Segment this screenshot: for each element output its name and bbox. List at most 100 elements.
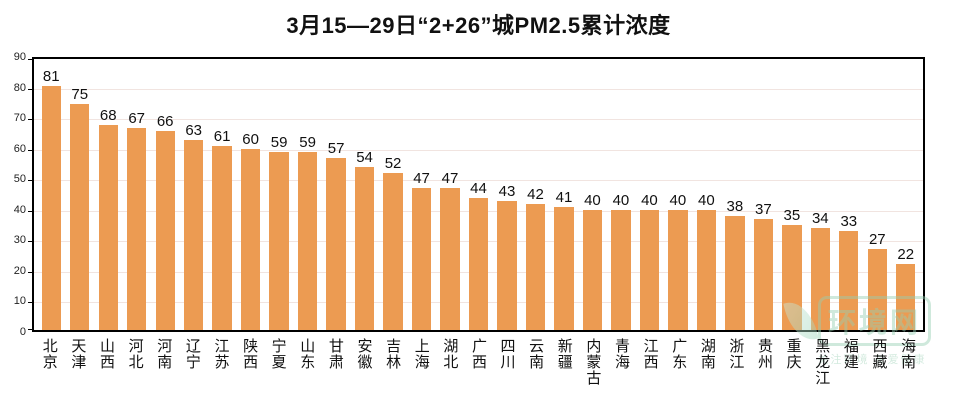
bar — [554, 206, 574, 330]
x-axis-label-text: 黑龙江 — [813, 338, 831, 386]
bar — [639, 209, 660, 330]
y-tick-mark — [28, 210, 33, 212]
bar-column: 40 — [664, 59, 692, 330]
x-axis-label: 内蒙古 — [579, 338, 608, 386]
x-axis-label-text: 北京 — [40, 338, 58, 370]
x-axis-label: 陕西 — [235, 338, 264, 386]
bars-container: 81 75 68 67 66 63 61 60 59 59 57 54 52 47 47 44 43 42 41 40… — [34, 59, 923, 330]
bar-value-label: 63 — [185, 122, 202, 140]
gridline — [34, 180, 923, 182]
y-tick-label: 60 — [13, 142, 26, 155]
bar — [611, 209, 631, 330]
bar-value-label: 67 — [128, 110, 146, 128]
bar-value-label: 22 — [897, 245, 915, 263]
y-tick-label: 80 — [13, 81, 26, 94]
bar — [497, 200, 517, 330]
bar-column: 40 — [635, 59, 663, 330]
bar — [98, 125, 118, 330]
x-axis-label-text: 内蒙古 — [584, 338, 602, 386]
bar-value-label: 40 — [612, 191, 630, 209]
x-axis-label-text: 河南 — [155, 338, 173, 370]
bar-value-label: 57 — [327, 140, 345, 158]
y-tick-mark — [28, 329, 33, 330]
x-axis-label-text: 江西 — [641, 338, 659, 370]
bar — [525, 203, 546, 330]
bar — [753, 218, 774, 330]
bar-column: 42 — [521, 59, 549, 330]
x-axis-label: 宁夏 — [264, 338, 293, 386]
bar-value-label: 59 — [270, 134, 288, 152]
bar — [582, 209, 603, 330]
x-axis-label: 安徽 — [350, 338, 379, 386]
gridline — [34, 88, 923, 90]
bar-column: 40 — [607, 59, 635, 330]
bar-column: 22 — [892, 59, 920, 330]
bar — [896, 263, 916, 330]
x-axis-label: 黑龙江 — [807, 338, 836, 386]
bar — [70, 104, 90, 330]
x-axis-label: 山西 — [92, 338, 121, 386]
bar — [383, 173, 403, 330]
y-tick-mark — [28, 149, 33, 151]
bar — [41, 86, 61, 330]
y-tick-mark — [28, 180, 33, 182]
y-tick-mark — [28, 271, 33, 273]
bar-column: 75 — [65, 59, 93, 330]
x-axis-label-text: 贵州 — [756, 338, 774, 370]
bar-column: 57 — [322, 59, 350, 330]
bar — [269, 152, 289, 330]
x-axis-label: 四川 — [493, 338, 522, 386]
x-axis-label: 广西 — [464, 338, 493, 386]
x-axis-label: 山东 — [292, 338, 321, 386]
plot-area: 81 75 68 67 66 63 61 60 59 59 57 54 52 47 47 44 43 42 41 40… — [28, 57, 925, 332]
y-tick-mark — [28, 119, 33, 121]
x-axis-label: 上海 — [407, 338, 436, 386]
bar — [839, 230, 859, 330]
bar-value-label: 35 — [783, 206, 801, 224]
x-axis-label-text: 西藏 — [870, 338, 888, 370]
bar-value-label: 61 — [213, 128, 231, 146]
x-axis-label: 天津 — [64, 338, 93, 386]
x-axis-label-text: 辽宁 — [183, 338, 201, 370]
bar — [326, 158, 346, 330]
bar-value-label: 42 — [527, 185, 544, 203]
bar-value-label: 33 — [840, 212, 858, 230]
x-axis-label: 福建 — [836, 338, 865, 386]
gridline — [34, 149, 923, 151]
x-axis-label: 河南 — [149, 338, 178, 386]
x-axis-label: 云南 — [521, 338, 550, 386]
x-axis-label-text: 上海 — [412, 338, 430, 370]
bar — [127, 128, 147, 330]
x-axis-label: 贵州 — [750, 338, 779, 386]
bar-column: 41 — [550, 59, 578, 330]
chart-title: 3月15—29日“2+26”城PM2.5累计浓度 — [286, 13, 671, 38]
bar-value-label: 68 — [99, 107, 117, 125]
x-axis-label-text: 云南 — [527, 338, 545, 370]
x-axis-label: 青海 — [607, 338, 636, 386]
x-axis-label: 江西 — [636, 338, 665, 386]
bar — [240, 149, 261, 330]
bar — [782, 224, 802, 330]
x-axis-label-text: 海南 — [899, 338, 917, 370]
bar-value-label: 54 — [356, 149, 373, 167]
x-axis-label-text: 安徽 — [355, 338, 373, 370]
bar-column: 47 — [407, 59, 435, 330]
y-tick-label: 10 — [13, 295, 26, 308]
y-tick-label: 50 — [13, 173, 26, 186]
x-axis-label-text: 广东 — [670, 338, 688, 370]
bar — [725, 215, 745, 330]
bar-column: 60 — [236, 59, 264, 330]
bar-value-label: 43 — [498, 182, 516, 200]
bar-value-label: 40 — [669, 191, 687, 209]
x-axis-label: 辽宁 — [178, 338, 207, 386]
x-axis-label: 广东 — [664, 338, 693, 386]
bar — [468, 197, 489, 330]
bar-value-label: 47 — [441, 170, 459, 188]
x-axis-label-text: 吉林 — [384, 338, 402, 370]
y-tick-label: 20 — [13, 264, 26, 277]
y-tick-mark — [28, 241, 33, 243]
x-axis-label-text: 浙江 — [727, 338, 745, 370]
bar-column: 54 — [350, 59, 378, 330]
x-axis-labels: 北京 天津 山西 河北 河南 辽宁 江苏 陕西 宁夏 山东 甘肃 安徽 吉林 上海 湖北 广西 四川 云南 新疆 内蒙… — [32, 338, 925, 386]
bar — [183, 140, 204, 330]
